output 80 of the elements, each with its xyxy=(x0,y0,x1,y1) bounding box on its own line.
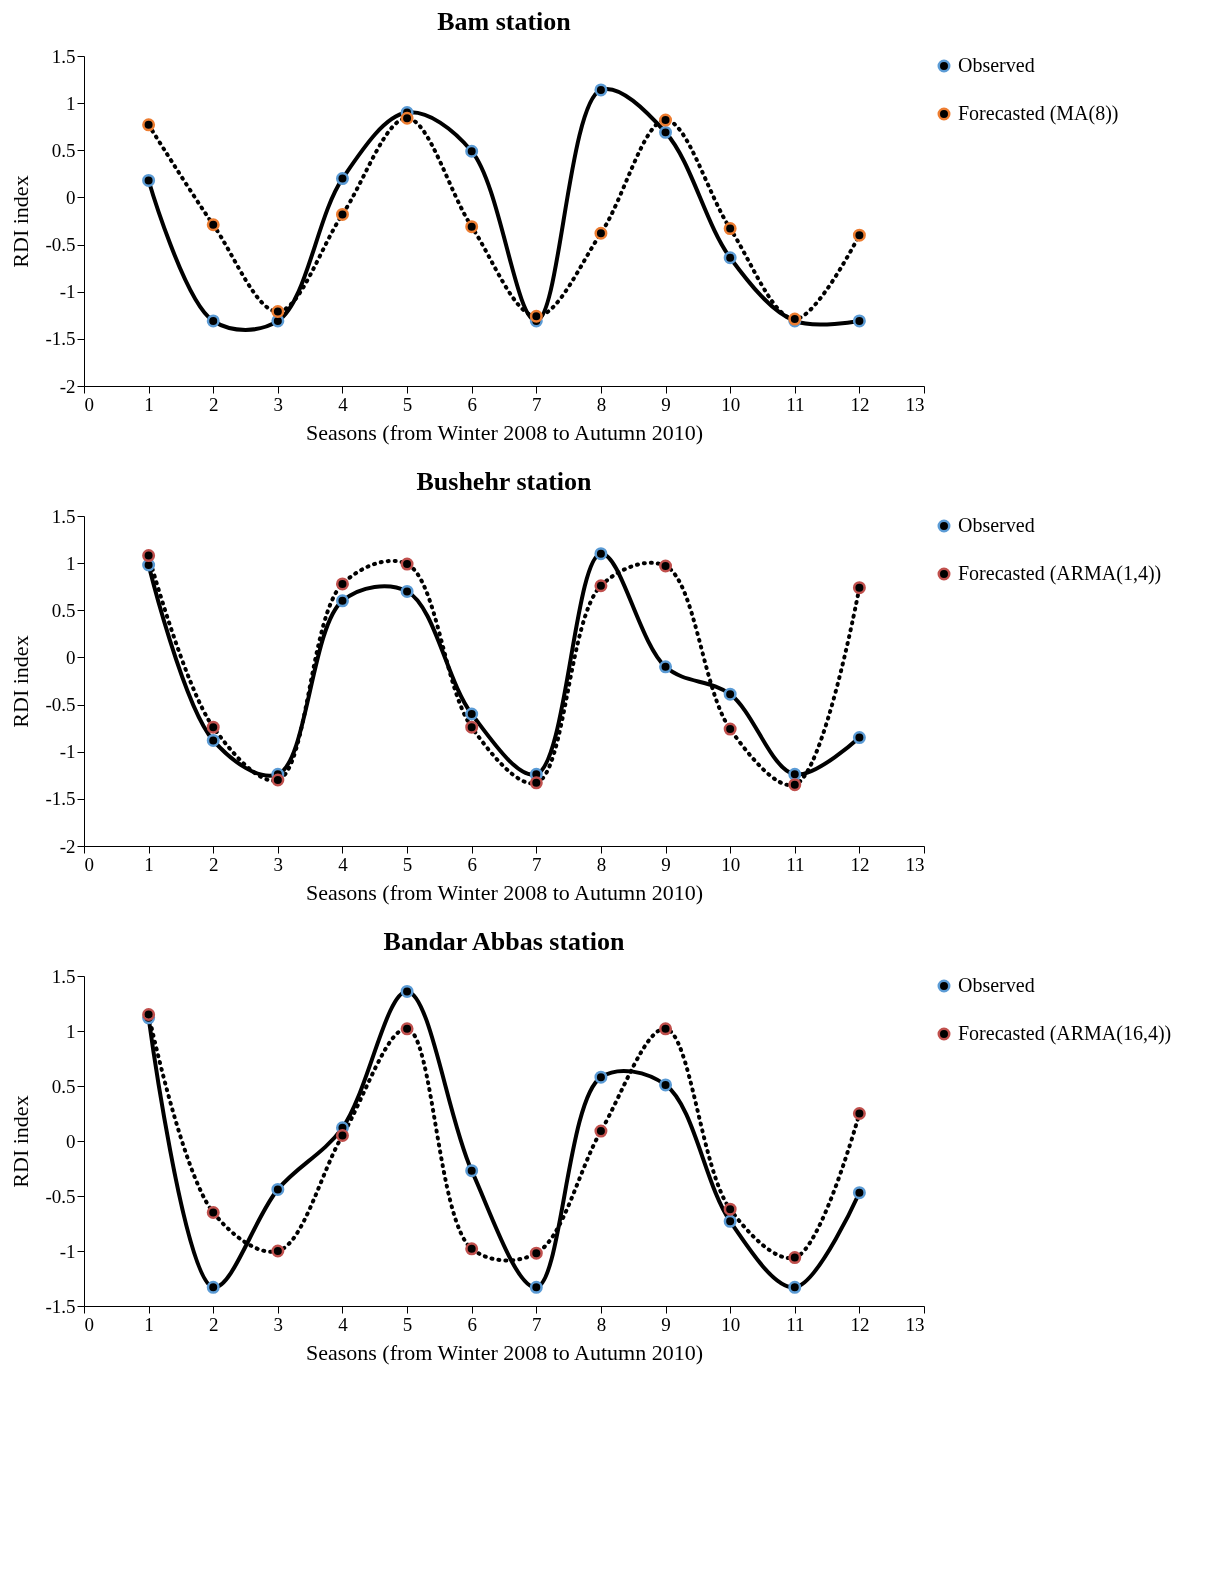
x-tick-label: 12 xyxy=(850,393,870,415)
x-tick-label: 13 xyxy=(905,393,925,415)
x-tick-label: 4 xyxy=(338,853,349,875)
x-tick-label: 12 xyxy=(850,853,870,875)
x-tick-label: 4 xyxy=(338,393,349,415)
x-tick-label: 13 xyxy=(905,1313,925,1335)
y-tick-label: 1.5 xyxy=(51,965,76,987)
x-tick-label: 3 xyxy=(273,1313,284,1335)
x-tick-label: 3 xyxy=(273,853,284,875)
x-tick-label: 10 xyxy=(721,393,741,415)
y-axis-title: RDI index xyxy=(8,175,34,268)
chart-title: Bandar Abbas station xyxy=(383,927,625,956)
x-tick-label: 11 xyxy=(786,393,805,415)
legend-label: Forecasted (ARMA(16,4)) xyxy=(958,1022,1172,1045)
x-tick-label: 11 xyxy=(786,1313,805,1335)
x-tick-label: 8 xyxy=(596,853,607,875)
x-axis-title: Seasons (from Winter 2008 to Autumn 2010) xyxy=(305,419,704,445)
x-tick-label: 2 xyxy=(208,1313,219,1335)
x-tick-label: 7 xyxy=(532,393,542,415)
y-tick-label: 0.5 xyxy=(51,1075,76,1097)
chart-title: Bushehr station xyxy=(416,467,593,496)
y-tick-label: 0.5 xyxy=(51,599,76,621)
x-tick-label: 5 xyxy=(402,393,413,415)
y-tick-label: 0 xyxy=(66,646,76,668)
x-axis-title: Seasons (from Winter 2008 to Autumn 2010) xyxy=(305,879,704,905)
y-tick-label: -1 xyxy=(59,1240,76,1262)
x-tick-label: 9 xyxy=(661,853,671,875)
legend-label: Observed xyxy=(958,54,1035,76)
y-tick-label: 1 xyxy=(66,552,76,574)
x-tick-label: 11 xyxy=(786,853,805,875)
x-tick-label: 7 xyxy=(532,853,542,875)
y-tick-label: -0.5 xyxy=(45,1185,76,1207)
y-tick-label: 0 xyxy=(66,1130,76,1152)
x-tick-label: 2 xyxy=(208,393,219,415)
x-tick-label: 0 xyxy=(84,853,94,875)
legend-label: Observed xyxy=(958,974,1035,996)
x-tick-label: 1 xyxy=(144,393,154,415)
y-tick-label: 0 xyxy=(66,186,76,208)
y-tick-label: -1.5 xyxy=(45,1295,76,1317)
x-tick-label: 1 xyxy=(144,853,154,875)
x-tick-label: 6 xyxy=(467,853,477,875)
x-tick-label: 4 xyxy=(338,1313,349,1335)
legend-label: Forecasted (ARMA(1,4)) xyxy=(958,562,1162,585)
y-tick-label: 1 xyxy=(66,92,76,114)
y-tick-label: -1 xyxy=(59,741,76,763)
chart-title: Bam station xyxy=(437,7,572,36)
x-tick-label: 1 xyxy=(144,1313,154,1335)
x-tick-label: 3 xyxy=(273,393,284,415)
x-tick-label: 10 xyxy=(721,853,741,875)
y-tick-label: -0.5 xyxy=(45,234,76,256)
y-tick-label: 1.5 xyxy=(51,505,76,527)
y-tick-label: 1 xyxy=(66,1020,76,1042)
legend-label: Observed xyxy=(958,514,1035,536)
y-tick-label: 0.5 xyxy=(51,139,76,161)
y-axis-title: RDI index xyxy=(8,635,34,728)
x-tick-label: 6 xyxy=(467,393,477,415)
x-tick-label: 5 xyxy=(402,1313,413,1335)
y-tick-label: 1.5 xyxy=(51,45,76,67)
x-tick-label: 0 xyxy=(84,393,94,415)
x-tick-label: 13 xyxy=(905,853,925,875)
x-axis-title: Seasons (from Winter 2008 to Autumn 2010) xyxy=(305,1339,704,1365)
y-axis-title: RDI index xyxy=(8,1095,34,1188)
y-tick-label: -1.5 xyxy=(45,788,76,810)
x-tick-label: 5 xyxy=(402,853,413,875)
x-tick-label: 9 xyxy=(661,393,671,415)
y-tick-label: -1 xyxy=(59,281,76,303)
y-tick-label: -2 xyxy=(59,375,76,397)
x-tick-label: 7 xyxy=(532,1313,542,1335)
legend-label: Forecasted (MA(8)) xyxy=(958,102,1119,125)
y-tick-label: -0.5 xyxy=(45,694,76,716)
y-tick-label: -2 xyxy=(59,835,76,857)
x-tick-label: 10 xyxy=(721,1313,741,1335)
x-tick-label: 8 xyxy=(596,393,607,415)
x-tick-label: 9 xyxy=(661,1313,671,1335)
x-tick-label: 0 xyxy=(84,1313,94,1335)
x-tick-label: 8 xyxy=(596,1313,607,1335)
x-tick-label: 6 xyxy=(467,1313,477,1335)
y-tick-label: -1.5 xyxy=(45,328,76,350)
x-tick-label: 12 xyxy=(850,1313,870,1335)
x-tick-label: 2 xyxy=(208,853,219,875)
